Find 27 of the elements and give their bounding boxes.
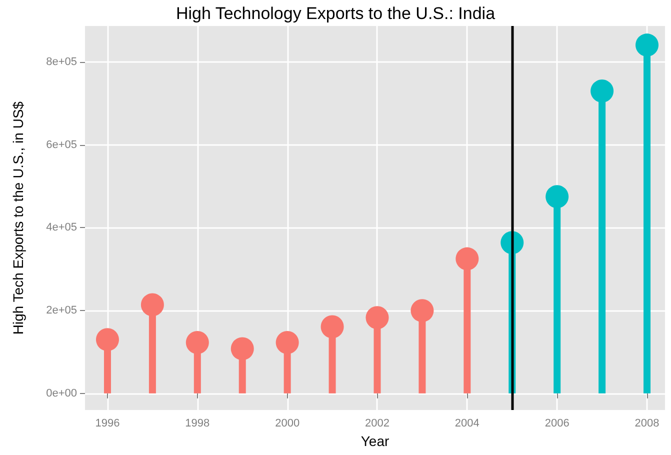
x-tick-label: 1996 (95, 418, 120, 430)
point (276, 330, 299, 354)
x-axis-title: Year (360, 433, 390, 449)
x-tick-label: 2006 (544, 418, 570, 430)
y-tick-label: 6e+05 (46, 138, 77, 151)
point (636, 34, 659, 57)
chart-title: High Technology Exports to the U.S.: India (176, 4, 496, 23)
x-tick-label: 2000 (275, 418, 300, 430)
y-tick-label: 4e+05 (46, 222, 77, 234)
y-tick-label: 8e+05 (46, 56, 77, 68)
x-tick-label: 2008 (634, 418, 660, 430)
point (410, 299, 434, 322)
y-tick-label: 2e+05 (46, 304, 77, 317)
point (230, 337, 254, 360)
point (320, 315, 344, 338)
y-tick-label: 0e+00 (46, 387, 77, 400)
point (96, 328, 119, 352)
x-tick-label: 2002 (365, 418, 390, 430)
x-tick-label: 2004 (454, 418, 480, 430)
point (186, 330, 209, 354)
point (546, 185, 569, 208)
point (140, 293, 164, 316)
point (590, 80, 614, 103)
y-axis-title: High Tech Exports to the U.S., in US$ (10, 101, 26, 335)
point (456, 247, 479, 270)
x-tick-label: 1998 (185, 418, 210, 430)
point (366, 306, 389, 330)
